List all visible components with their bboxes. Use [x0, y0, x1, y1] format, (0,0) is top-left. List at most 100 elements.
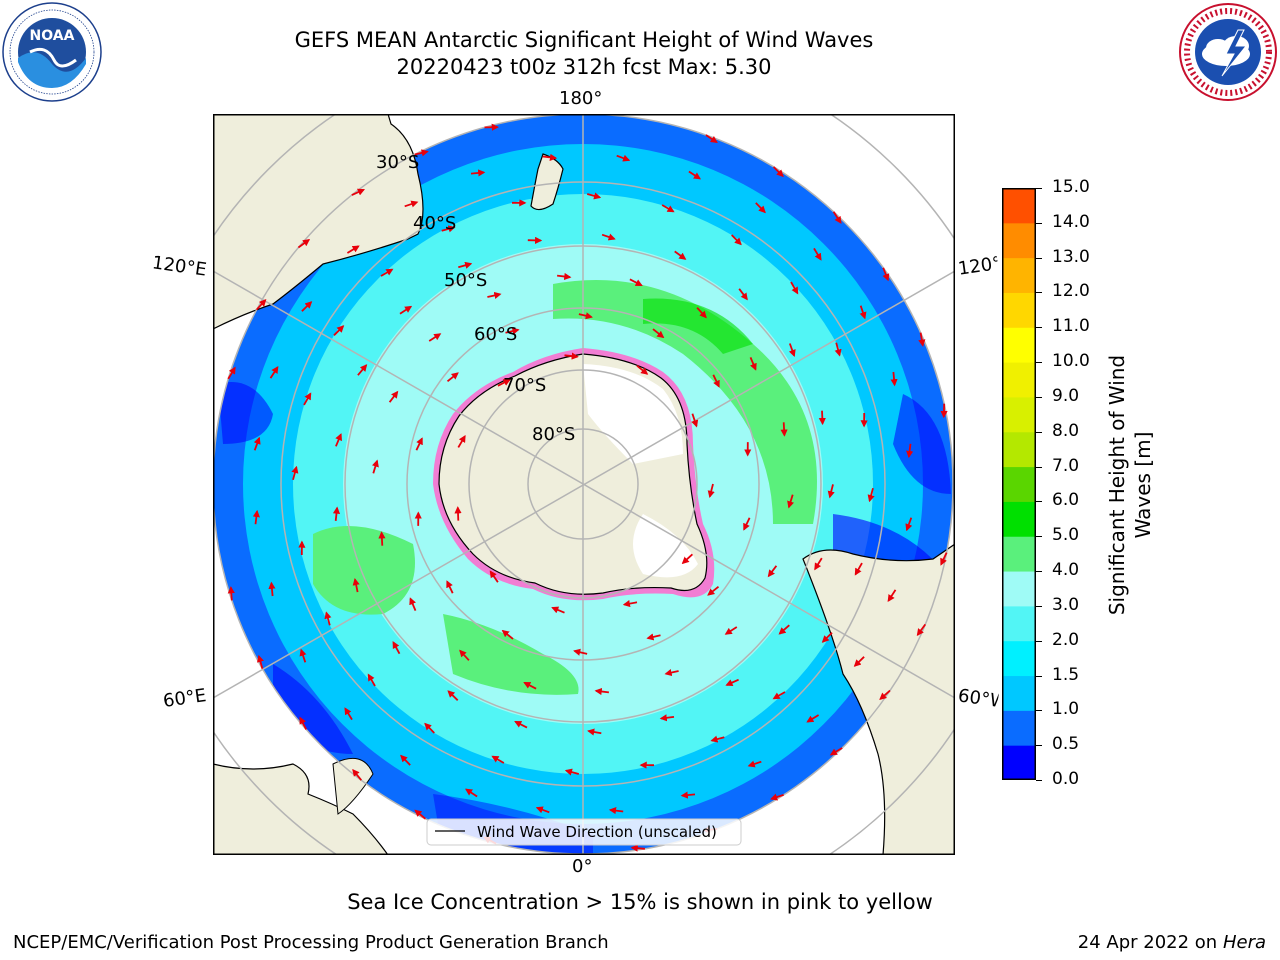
colorbar-tick-mark: [1036, 605, 1042, 607]
colorbar-tick-mark: [1036, 188, 1042, 189]
wind-wave-arrow: [916, 623, 927, 637]
wind-wave-arrow: [333, 325, 345, 336]
lon-label-180: 180°: [559, 88, 603, 109]
colorbar-tick-mark: [1036, 257, 1042, 259]
wind-wave-arrow: [707, 483, 715, 498]
date-machine: Hera: [1222, 932, 1266, 953]
wind-wave-arrow: [470, 169, 486, 177]
colorbar-tick-mark: [1036, 536, 1042, 538]
noaa-logo: NOAA: [2, 2, 102, 102]
wind-wave-arrow: [489, 570, 499, 583]
lon-label-0: 0°: [572, 856, 593, 877]
wind-wave-arrow: [446, 580, 454, 594]
wind-wave-arrow: [788, 343, 796, 358]
wind-wave-arrow: [514, 720, 528, 729]
sea-ice-note: Sea Ice Concentration > 15% is shown in …: [347, 890, 933, 914]
wind-wave-arrow: [487, 291, 502, 299]
wind-wave-arrow: [446, 372, 459, 383]
wind-wave-arrow: [853, 656, 865, 667]
wind-wave-arrow: [743, 517, 751, 531]
colorbar-tick-mark: [1036, 292, 1042, 294]
colorbar-tick-mark: [1036, 466, 1042, 468]
wind-wave-arrow: [457, 434, 466, 448]
colorbar-tick-label: 13.0: [1052, 246, 1090, 267]
colorbar-cell: [1002, 222, 1036, 259]
colorbar-cell: [1002, 257, 1036, 293]
wind-wave-arrow: [940, 552, 948, 566]
wind-wave-arrow: [491, 755, 505, 764]
colorbar-tick-mark: [1036, 327, 1042, 329]
colorbar-tick-label: 1.5: [1052, 664, 1080, 685]
colorbar-tick-label: 8.0: [1052, 420, 1080, 441]
wind-wave-arrow: [608, 807, 624, 815]
wind-wave-arrow: [738, 288, 748, 301]
wind-wave-arrow: [269, 365, 279, 379]
colorbar-tick-mark: [1036, 396, 1042, 398]
colorbar-tick-mark: [1036, 501, 1042, 503]
colorbar-tick-label: 9.0: [1052, 385, 1080, 406]
wind-wave-arrow: [346, 245, 360, 254]
wind-wave-arrow: [629, 278, 643, 287]
wind-wave-arrow: [301, 301, 313, 312]
wind-wave-arrow: [352, 768, 362, 781]
colorbar-cell: [1002, 501, 1036, 537]
wind-wave-arrow: [731, 234, 742, 246]
wind-wave-arrow: [787, 494, 795, 509]
wind-wave-arrow: [630, 844, 645, 852]
wind-wave-arrow: [578, 312, 593, 320]
wind-wave-arrow: [696, 307, 707, 319]
colorbar-tick-label: 2.0: [1052, 629, 1080, 650]
wind-wave-arrow: [724, 626, 738, 635]
wind-wave-arrow: [332, 506, 341, 521]
wind-wave-arrow: [414, 809, 426, 820]
antarctica: [433, 348, 715, 601]
wind-wave-arrow: [867, 487, 875, 503]
wind-wave-arrow: [299, 648, 307, 663]
wind-wave-arrow: [882, 267, 890, 282]
colorbar-tick-label: 14.0: [1052, 211, 1090, 232]
wind-wave-arrow: [622, 600, 638, 608]
colorbar-tick-mark: [1036, 640, 1042, 642]
colorbar-tick-label: 10.0: [1052, 351, 1090, 372]
wind-wave-arrow: [772, 691, 786, 700]
wind-wave-arrow: [400, 754, 411, 766]
wind-wave-arrow: [659, 714, 675, 722]
wind-wave-arrow: [409, 597, 417, 611]
lat-label-40s: 40°S: [413, 213, 457, 234]
wind-wave-arrow: [818, 410, 826, 426]
colorbar-cell: [1002, 292, 1036, 328]
wind-wave-arrow: [415, 437, 423, 451]
wind-wave-arrow: [829, 747, 843, 756]
polar-map: Wind Wave Direction (unscaled): [213, 114, 955, 855]
wind-wave-arrow: [501, 629, 514, 640]
lon-label-120e: 120°E: [150, 252, 208, 281]
colorbar-tick-label: 7.0: [1052, 455, 1080, 476]
wind-wave-arrow: [691, 413, 699, 428]
wind-wave-arrow: [542, 153, 558, 161]
legend: Wind Wave Direction (unscaled): [426, 818, 742, 846]
colorbar-tick-label: 12.0: [1052, 281, 1090, 302]
colorbar-tick-mark: [1036, 710, 1042, 712]
colorbar-cell: [1002, 362, 1036, 398]
wind-wave-arrow: [778, 624, 790, 635]
colorbar-tick-label: 1.0: [1052, 699, 1080, 720]
colorbar-tick-mark: [1036, 431, 1042, 433]
wind-wave-arrow: [458, 261, 473, 269]
wind-wave-arrow: [227, 586, 235, 601]
wind-wave-arrow: [352, 577, 360, 593]
wind-wave-arrow: [497, 379, 511, 387]
colorbar-tick-label: 3.0: [1052, 594, 1080, 615]
wind-wave-arrow: [428, 333, 442, 342]
wind-wave-arrow: [827, 484, 835, 499]
wind-wave-arrow: [813, 247, 822, 261]
wind-wave-arrow: [601, 233, 616, 241]
wind-wave-arrow: [814, 557, 823, 571]
lon-label-120w: 120°W: [956, 253, 1000, 280]
wind-wave-arrow: [832, 211, 842, 224]
colorbar-label-line1: Significant Height of Wind: [1105, 354, 1129, 616]
wind-wave-arrow: [767, 565, 778, 578]
wind-wave-arrow: [707, 585, 720, 596]
wind-wave-arrow: [887, 589, 897, 603]
wind-wave-arrow: [564, 768, 580, 776]
wind-wave-arrow: [371, 459, 379, 474]
